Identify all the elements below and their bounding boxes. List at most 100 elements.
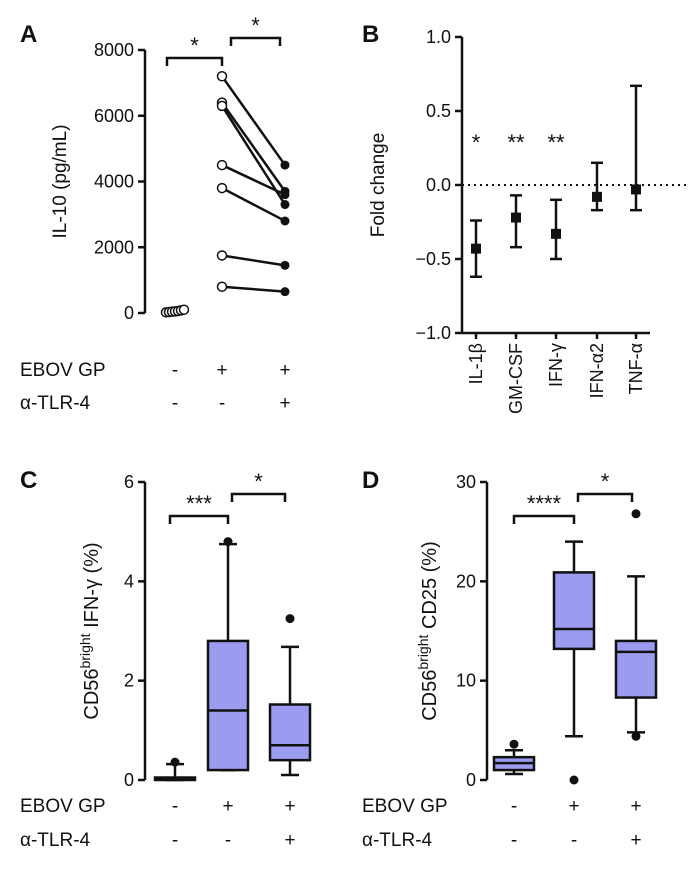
y-tick-label: −1.0 <box>415 323 451 343</box>
mean-marker <box>551 228 561 239</box>
y-tick-label: −0.5 <box>415 249 451 269</box>
significance-bracket <box>229 36 282 46</box>
significance-label: ** <box>507 130 525 155</box>
y-axis-title: CD56bright IFN-γ (%) <box>77 542 103 719</box>
significance-label: * <box>251 13 260 38</box>
significance-bracket <box>168 514 230 524</box>
box <box>552 571 596 651</box>
y-axis-title: IL-10 (pg/mL) <box>50 124 71 238</box>
condition-sign: + <box>279 393 290 414</box>
ebov-gp-point <box>216 250 228 261</box>
anti-tlr4-point <box>280 287 290 297</box>
condition-label-anti-tlr4: α-TLR-4 <box>362 830 433 851</box>
y-tick-label: 4000 <box>94 172 134 192</box>
control-point <box>178 304 190 315</box>
y-tick-label: 30 <box>456 472 476 492</box>
significance-bracket <box>230 492 287 502</box>
anti-tlr4-point <box>280 160 290 170</box>
condition-sign: - <box>511 796 517 817</box>
condition-label-ebov-gp: EBOV GP <box>362 796 448 817</box>
significance-label: * <box>601 469 610 494</box>
condition-sign: - <box>172 830 178 851</box>
condition-sign: + <box>630 796 641 817</box>
y-tick-label: 2000 <box>94 237 134 257</box>
x-tick-label: IFN-α2 <box>587 343 607 398</box>
condition-label-anti-tlr4: α-TLR-4 <box>20 830 91 851</box>
anti-tlr4-point <box>280 200 290 210</box>
paired-line <box>220 75 287 166</box>
y-axis-title-main: CD56 <box>419 670 441 721</box>
condition-sign: + <box>568 796 579 817</box>
panel-letter-d: D <box>362 467 379 494</box>
anti-tlr4-point <box>280 216 290 226</box>
paired-line <box>221 163 286 196</box>
x-tick-label: TNF-α <box>626 343 646 394</box>
condition-sign: + <box>284 830 295 851</box>
panel-letter-c: C <box>20 467 37 494</box>
mean-marker <box>592 191 602 202</box>
y-tick-label: 8000 <box>94 40 134 60</box>
significance-label: * <box>190 33 199 58</box>
significance-label: *** <box>186 491 212 516</box>
condition-sign: + <box>216 360 227 381</box>
ebov-gp-point <box>216 100 228 112</box>
paired-line <box>220 101 287 193</box>
y-tick-label: 2 <box>124 671 134 691</box>
y-tick-label: 4 <box>124 571 134 591</box>
outlier-point <box>569 775 579 785</box>
anti-tlr4-point <box>280 260 290 270</box>
panel-a-il10-plot: 0 2000 4000 6000 8000 IL-10 (pg/mL) * * EBOV GP α… <box>20 13 291 414</box>
y-axis-title-superscript: bright <box>77 633 93 668</box>
condition-sign: - <box>225 830 231 851</box>
y-axis-title: Fold change <box>368 133 389 238</box>
y-tick-label: 6 <box>124 472 134 492</box>
condition-sign: - <box>571 830 577 851</box>
paired-line <box>221 186 286 223</box>
condition-sign: + <box>222 796 233 817</box>
y-tick-label: 0.0 <box>426 175 451 195</box>
y-tick-label: 10 <box>456 671 476 691</box>
y-axis-title: CD56bright CD25 (%) <box>415 541 441 721</box>
anti-tlr4-point <box>280 190 290 200</box>
y-tick-label: 0.5 <box>426 101 451 121</box>
y-tick-label: 0 <box>124 770 134 790</box>
outlier-point <box>631 509 641 519</box>
significance-label: * <box>472 130 481 155</box>
x-tick-label: IL-1β <box>466 343 486 384</box>
ebov-gp-point <box>216 281 228 292</box>
significance-label: **** <box>527 491 562 516</box>
condition-sign: + <box>284 796 295 817</box>
box <box>268 703 312 762</box>
mean-marker <box>631 184 641 195</box>
y-tick-label: 20 <box>456 571 476 591</box>
condition-sign: - <box>511 830 517 851</box>
paired-line <box>221 254 286 267</box>
condition-label-anti-tlr4: α-TLR-4 <box>20 393 91 414</box>
paired-line <box>220 105 287 206</box>
condition-sign: + <box>630 830 641 851</box>
panel-b-fold-change-plot: −1.0 −0.5 0.0 0.5 1.0 Fold change IL-1β * GM-CSF… <box>368 27 686 414</box>
outlier-point <box>223 537 233 547</box>
condition-sign: - <box>172 796 178 817</box>
outlier-point <box>631 731 641 741</box>
y-tick-label: 1.0 <box>426 27 451 47</box>
y-axis-title-rest: IFN-γ (%) <box>81 542 103 633</box>
condition-sign: - <box>172 393 178 414</box>
condition-label-ebov-gp: EBOV GP <box>20 796 106 817</box>
y-tick-label: 0 <box>466 770 476 790</box>
significance-bracket <box>165 56 224 66</box>
ebov-gp-point <box>216 159 228 171</box>
ebov-gp-point <box>216 182 228 194</box>
outlier-point <box>509 739 519 749</box>
significance-label: * <box>254 469 263 494</box>
condition-label-ebov-gp: EBOV GP <box>20 360 106 381</box>
significance-bracket <box>576 492 634 502</box>
panel-letter-a: A <box>20 21 37 48</box>
condition-sign: + <box>279 360 290 381</box>
y-axis-title-superscript: bright <box>415 634 431 669</box>
ebov-gp-point <box>216 71 228 82</box>
mean-marker <box>471 243 481 254</box>
